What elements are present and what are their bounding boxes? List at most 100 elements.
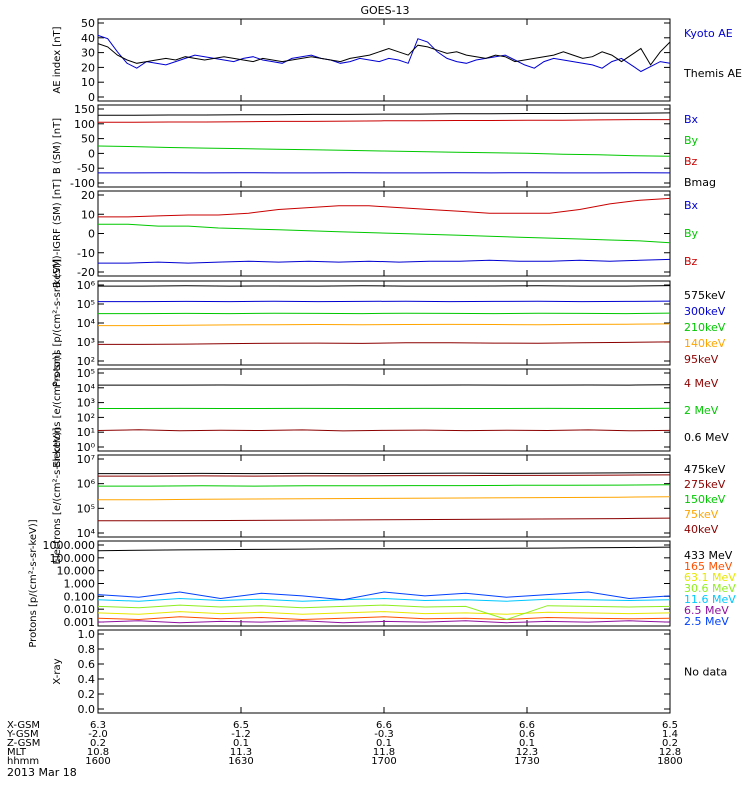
series-275kev [98, 474, 671, 477]
legend-entry: 0.6 MeV [684, 431, 729, 444]
y-tick-label: 20 [81, 61, 95, 74]
no-data-note: No data [684, 666, 727, 679]
x-row-value: 0.6 [519, 729, 535, 740]
panel-7: 0.0010.0100.1001.00010.000100.0001000.00… [28, 519, 736, 647]
y-axis-label: Electrons [e/(cm²-s-sr-keV)] [52, 427, 63, 564]
series-4-mev [97, 429, 671, 432]
y-tick-label: -100 [70, 177, 95, 190]
y-tick-label: 0.0 [78, 703, 96, 716]
y-tick-label: 10³ [77, 336, 95, 349]
x-row-label: Y-GSM [6, 729, 39, 740]
date-label: 2013 Mar 18 [7, 766, 77, 779]
y-tick-label: 0.100 [64, 590, 96, 603]
y-tick-label: 10⁵ [77, 502, 95, 515]
x-axis-table: X-GSM 6.3 6.5 6.6 6.6 6.5 Y-GSM -2.0 -1.2 -0.3 0.6… [6, 720, 683, 767]
x-row-value: 0.1 [519, 738, 535, 749]
x-row-value: 0.1 [376, 738, 392, 749]
y-tick-label: 0.010 [64, 603, 96, 616]
x-row-value: 11.8 [373, 747, 395, 758]
legend-entry: 433 MeV [684, 549, 733, 562]
series-575kev [98, 285, 671, 287]
legend-entry: By [684, 227, 699, 240]
x-row-value: -2.0 [88, 729, 108, 740]
legend-entry: 11.6 MeV [684, 593, 736, 606]
y-tick-label: -20 [77, 266, 95, 279]
legend-entry: 275keV [684, 478, 726, 491]
legend-entry: 2 MeV [684, 404, 719, 417]
series-300kev [98, 300, 671, 303]
series-210kev [98, 312, 671, 315]
y-tick-label: 0 [88, 147, 95, 160]
series-11-6-mev [97, 597, 671, 602]
legend-entry: 63.1 MeV [684, 571, 736, 584]
x-row-label: Z-GSM [7, 738, 40, 749]
x-row-value: 0.1 [233, 738, 249, 749]
series-bz [98, 119, 670, 123]
legend-entry: Bz [684, 155, 698, 168]
y-axis-label: B (SM) [nT] [52, 118, 63, 174]
y-tick-label: 100.000 [50, 552, 96, 565]
y-tick-label: 10 [81, 76, 95, 89]
x-row-value: 11.3 [230, 747, 252, 758]
x-row-value: 0.2 [662, 738, 678, 749]
x-row-value: 0.2 [90, 738, 106, 749]
legend-entry: 140keV [684, 337, 726, 350]
y-axis-label: B (SM)-IGRF (SM) [nT] [52, 179, 63, 288]
legend-entry: Kyoto AE [684, 27, 733, 40]
y-tick-label: 10¹ [77, 426, 95, 439]
series-75kev [98, 496, 671, 501]
y-tick-label: 1.0 [78, 628, 96, 641]
y-tick-label: 10⁵ [77, 298, 95, 311]
series-2-5-mev [97, 591, 671, 601]
y-tick-label: 0.4 [78, 673, 96, 686]
x-row-value: -0.3 [374, 729, 394, 740]
series-40kev [98, 517, 671, 522]
legend-entry: 95keV [684, 353, 719, 366]
series-165-mev [97, 616, 671, 621]
x-row-value: 6.6 [376, 720, 392, 731]
y-tick-label: 10⁴ [77, 527, 96, 540]
legend-entry: Bz [684, 255, 698, 268]
y-tick-label: 10⁷ [77, 453, 95, 466]
x-row-value: 1.4 [662, 729, 678, 740]
legend-entry: Bx [684, 113, 699, 126]
legend-entry: 40keV [684, 523, 719, 536]
y-tick-label: 50 [81, 17, 95, 30]
y-tick-label: 1.000 [64, 578, 96, 591]
y-tick-label: 10⁴ [77, 317, 96, 330]
y-tick-label: 100 [74, 118, 95, 131]
series-95kev [98, 341, 671, 345]
series-63-1-mev [97, 611, 671, 615]
y-axis-label: AE index [nT] [52, 26, 63, 93]
x-row-label: hhmm [7, 756, 39, 767]
y-tick-label: 20 [81, 189, 95, 202]
y-axis-label: X-ray [52, 658, 63, 684]
series-bmag [98, 112, 671, 116]
series-bx [98, 258, 671, 264]
y-tick-label: 10² [77, 411, 95, 424]
legend-entry: 300keV [684, 305, 726, 318]
series-kyoto-ae [97, 34, 671, 73]
legend-entry: 30.6 MeV [684, 582, 736, 595]
y-tick-label: 10³ [77, 397, 95, 410]
legend-entry: Bmag [684, 176, 716, 189]
y-axis-label: Protons [p/(cm²-s-sr-keV)] [52, 259, 63, 387]
legend-entry: 6.5 MeV [684, 604, 729, 617]
y-tick-label: 50 [81, 133, 95, 146]
series-by [97, 145, 671, 157]
series-140kev [98, 323, 671, 327]
y-tick-label: 10.000 [57, 565, 96, 578]
y-tick-label: 0.2 [78, 688, 96, 701]
legend-entry: By [684, 134, 699, 147]
panel-frame [97, 104, 671, 188]
y-tick-label: 0 [88, 228, 95, 241]
legend-entry: Themis AE [683, 67, 742, 80]
y-tick-label: 1000.000 [43, 539, 96, 552]
panel-4: 10² 10³ 10⁴ 10⁵ 10⁶ Protons [p/(cm²-s-sr-keV)… [52, 259, 726, 387]
y-tick-label: 40 [81, 32, 95, 45]
legend-entry: 150keV [684, 493, 726, 506]
legend-entry: 575keV [684, 289, 726, 302]
